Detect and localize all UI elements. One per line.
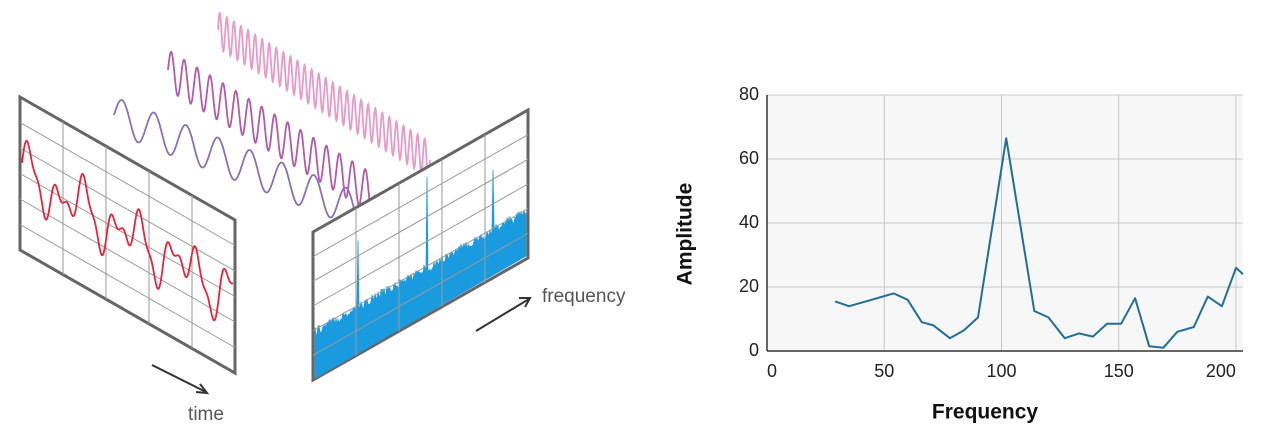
page: time frequency Frequency Amplitude 0 20 40… bbox=[0, 0, 1262, 431]
illustration: time frequency bbox=[20, 13, 626, 425]
x-axis-title: Frequency bbox=[932, 401, 1039, 424]
x-tick-label: 0 bbox=[767, 361, 777, 381]
x-tick-label: 200 bbox=[1206, 361, 1236, 381]
x-tick-label: 100 bbox=[986, 361, 1016, 381]
y-tick-label: 80 bbox=[739, 84, 759, 104]
time-arrow bbox=[152, 365, 206, 392]
time-label: time bbox=[188, 404, 224, 425]
chart: Frequency Amplitude 0 20 40 60 80 0 50 100 150 20… bbox=[674, 84, 1243, 424]
y-tick-label: 0 bbox=[749, 340, 759, 360]
y-tick-label: 40 bbox=[739, 212, 759, 232]
x-tick-label: 150 bbox=[1104, 361, 1134, 381]
y-axis-title: Amplitude bbox=[674, 183, 697, 286]
illustration-art bbox=[20, 13, 528, 380]
frequency-arrow bbox=[476, 299, 529, 331]
x-tick-label: 50 bbox=[874, 361, 894, 381]
y-tick-label: 60 bbox=[739, 148, 759, 168]
y-tick-label: 20 bbox=[739, 276, 759, 296]
frequency-label: frequency bbox=[542, 286, 626, 307]
